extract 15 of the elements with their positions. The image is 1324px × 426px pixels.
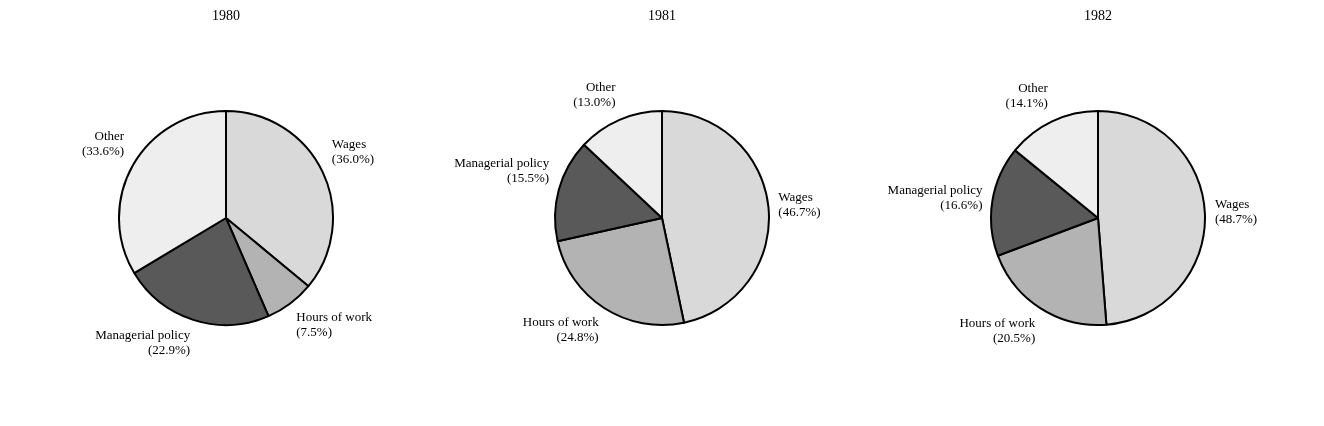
slice-label: Managerial policy (22.9%) <box>95 327 191 358</box>
slice-label: Hours of work (20.5%) <box>959 314 1036 345</box>
chart-title: 1980 <box>211 8 241 25</box>
slice-label: Wages (46.7%) <box>778 188 821 219</box>
slice-label: Wages (48.7%) <box>1214 196 1258 227</box>
slice-label: Hours of work (7.5%) <box>296 309 373 340</box>
slice-label: Managerial policy (15.5%) <box>454 155 550 186</box>
slice-label: Other (14.1%) <box>1005 80 1049 111</box>
slice-label: Managerial policy (16.6%) <box>887 182 984 213</box>
slice-label: Other (33.6%) <box>81 128 125 159</box>
chart-title: 1981 <box>647 8 677 25</box>
slice-label: Wages (36.0%) <box>331 136 375 167</box>
slice-label: Hours of work (24.8%) <box>522 314 600 345</box>
slice-label: Other (13.0%) <box>573 78 617 109</box>
chart-title: 1982 <box>1083 8 1113 25</box>
